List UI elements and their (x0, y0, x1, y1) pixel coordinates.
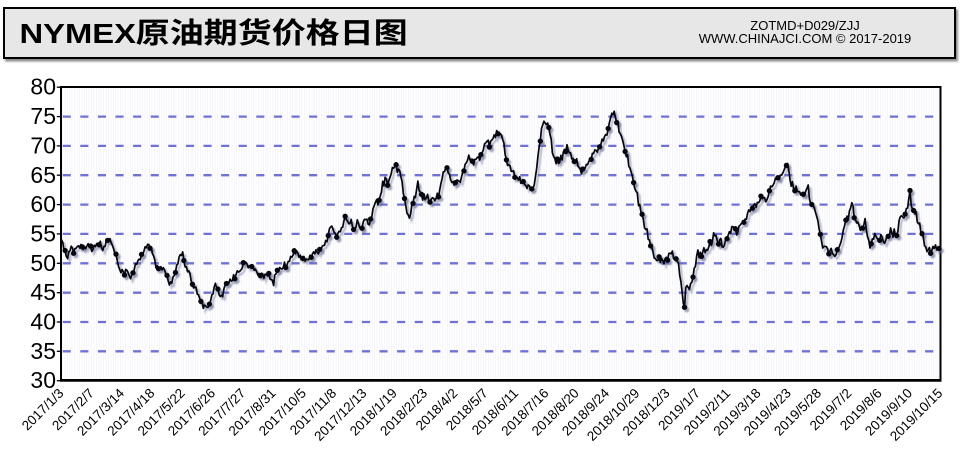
svg-text:75: 75 (30, 103, 56, 129)
svg-text:55: 55 (30, 220, 56, 246)
svg-text:35: 35 (30, 338, 56, 364)
svg-text:40: 40 (30, 309, 56, 335)
svg-text:60: 60 (30, 191, 56, 217)
svg-text:50: 50 (30, 250, 56, 276)
svg-text:70: 70 (30, 132, 56, 158)
svg-text:NYMEX: NYMEX (20, 18, 137, 49)
svg-text:80: 80 (30, 74, 56, 100)
svg-text:30: 30 (30, 367, 56, 393)
svg-text:65: 65 (30, 162, 56, 188)
svg-text:45: 45 (30, 279, 56, 305)
